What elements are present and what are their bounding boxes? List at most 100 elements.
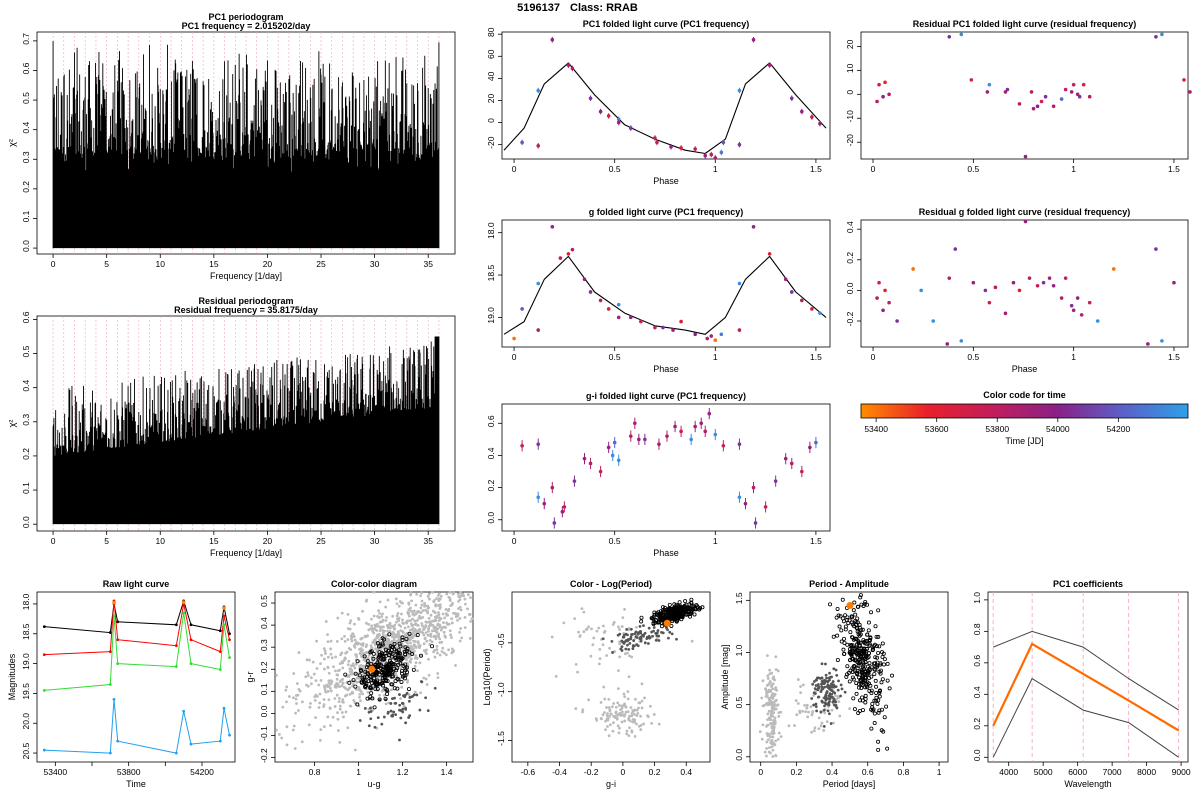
- field-star: [431, 590, 434, 594]
- y-tick-label: 0.2: [845, 252, 855, 264]
- plot-frame: [501, 403, 831, 532]
- class-member: [380, 670, 385, 675]
- other-class-star: [814, 692, 817, 695]
- data-point: [616, 302, 621, 307]
- y-axis-label: Amplitude [mag]: [720, 644, 730, 709]
- class-member: [668, 614, 673, 619]
- field-star: [444, 626, 448, 629]
- data-point: [520, 443, 524, 448]
- short-period-star: [587, 698, 591, 702]
- y-tick-label: 0.6: [972, 655, 982, 667]
- other-class-star: [636, 632, 640, 636]
- other-class-star: [667, 636, 670, 640]
- short-period-star: [646, 714, 649, 718]
- field-star: [430, 629, 434, 633]
- class-member: [700, 605, 705, 610]
- field-star: [415, 592, 419, 596]
- field-star: [601, 624, 605, 628]
- class-member: [404, 649, 409, 654]
- class-member: [852, 658, 857, 663]
- x-tick-label: 0: [871, 164, 876, 174]
- class-member: [860, 698, 865, 703]
- field-star: [765, 747, 768, 750]
- class-member: [876, 710, 881, 715]
- field-star: [324, 620, 328, 623]
- x-tick-label: 0: [512, 164, 517, 174]
- data-point: [536, 442, 541, 446]
- field-star: [611, 623, 615, 626]
- short-period-star: [631, 709, 635, 712]
- field-star: [591, 643, 595, 647]
- field-star: [395, 635, 399, 638]
- field-star: [360, 650, 363, 654]
- field-star: [367, 653, 371, 657]
- field-star: [311, 660, 315, 664]
- class-member: [378, 679, 383, 684]
- field-star: [414, 630, 418, 633]
- field-star: [320, 653, 323, 657]
- class-member: [834, 615, 839, 620]
- y-tick-label: 18.5: [486, 264, 496, 281]
- data-point: [800, 109, 804, 114]
- field-star: [384, 702, 388, 706]
- class-member: [369, 661, 374, 666]
- data-point: [721, 140, 726, 145]
- class-member: [869, 688, 874, 693]
- field-star: [435, 651, 439, 655]
- field-star: [378, 629, 382, 633]
- field-star: [341, 698, 345, 701]
- short-period-star: [642, 722, 646, 726]
- data-point: [713, 432, 718, 437]
- field-star: [358, 647, 361, 651]
- data-point: [931, 319, 936, 323]
- field-star: [352, 635, 356, 638]
- field-star: [385, 637, 389, 641]
- x-tick-label: 5: [104, 536, 109, 546]
- x-tick-label: 1: [356, 767, 361, 777]
- short-period-star: [603, 697, 607, 701]
- field-star: [770, 725, 774, 729]
- field-star: [448, 629, 452, 633]
- x-tick-label: 53800: [985, 424, 1009, 434]
- field-star: [418, 661, 422, 665]
- x-tick-label: 0.2: [649, 767, 661, 777]
- data-point: [703, 429, 708, 434]
- field-star: [456, 592, 460, 596]
- other-class-star: [373, 725, 377, 729]
- short-period-star: [608, 709, 612, 713]
- field-star: [326, 665, 330, 669]
- field-star: [766, 690, 770, 694]
- field-star: [458, 630, 462, 634]
- y-tick-label: -10: [845, 110, 855, 123]
- field-star: [366, 634, 369, 638]
- field-star: [412, 613, 416, 617]
- field-star: [768, 668, 771, 672]
- short-period-star: [635, 722, 638, 726]
- field-star: [772, 731, 776, 735]
- field-star: [364, 635, 367, 639]
- field-star: [450, 651, 454, 655]
- y-tick-label: 0.6: [21, 62, 31, 74]
- field-star: [410, 657, 413, 661]
- class-member: [375, 660, 380, 665]
- class-member: [358, 667, 363, 672]
- field-star: [338, 662, 342, 665]
- other-class-star: [655, 631, 659, 635]
- field-star: [773, 707, 777, 711]
- data-point: [1087, 94, 1092, 99]
- data-point: [887, 92, 891, 97]
- class-member: [879, 728, 884, 733]
- field-star: [627, 675, 631, 679]
- field-star: [419, 691, 423, 695]
- field-star: [771, 755, 775, 758]
- other-class-star: [821, 687, 825, 691]
- data-point: [610, 453, 615, 458]
- field-star: [807, 710, 810, 714]
- plot-frame: [501, 31, 831, 160]
- class-member: [877, 669, 882, 674]
- data-point: [669, 145, 673, 149]
- field-star: [424, 650, 428, 654]
- class-label: Class: RRAB: [570, 2, 638, 14]
- data-point: [560, 509, 565, 514]
